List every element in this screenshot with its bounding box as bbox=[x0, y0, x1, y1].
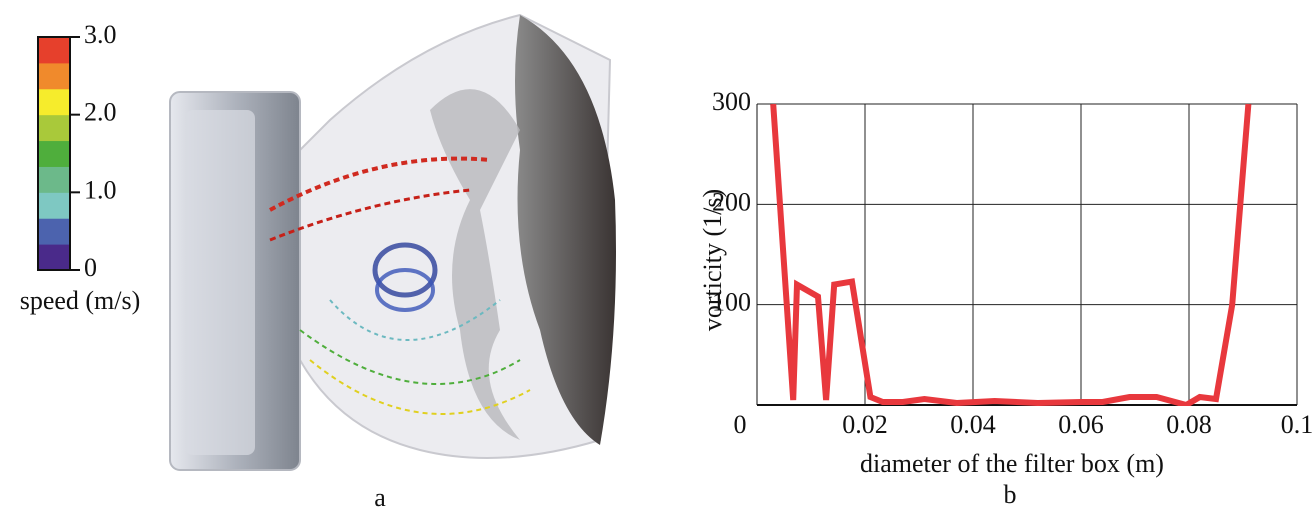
colorbar: 0 1.0 2.0 3.0 speed (m/s) a bbox=[20, 20, 387, 512]
x-tick-label: 0.08 bbox=[1166, 410, 1212, 439]
x-tick-label: 0.1 bbox=[1281, 410, 1314, 439]
color-band bbox=[38, 140, 70, 167]
x-tick-label: 0 bbox=[734, 410, 747, 439]
colorbar-frame bbox=[37, 36, 71, 271]
color-band bbox=[38, 114, 70, 142]
panel-label: a bbox=[374, 483, 386, 512]
y-axis-label: vorticity (1/s) bbox=[698, 189, 727, 331]
x-tick-label: 0.06 bbox=[1058, 410, 1104, 439]
color-band bbox=[38, 37, 70, 64]
y-tick-label: 100 bbox=[712, 288, 751, 317]
data-line bbox=[770, 104, 1252, 406]
y-tick-label: 200 bbox=[712, 187, 751, 216]
colorbar-label: speed (m/s) bbox=[20, 286, 141, 315]
line-chart: 0 0.02 0.04 0.06 0.08 0.1 100 200 300 diameter of… bbox=[698, 87, 1313, 509]
color-band bbox=[38, 192, 70, 219]
colorbar-tick-label: 0 bbox=[84, 253, 97, 282]
y-tick-label: 300 bbox=[712, 87, 751, 116]
colorbar-tick-label: 2.0 bbox=[84, 98, 117, 127]
color-band bbox=[38, 88, 70, 116]
x-tick-label: 0.02 bbox=[842, 410, 888, 439]
color-band bbox=[38, 218, 70, 245]
x-tick-label: 0.04 bbox=[950, 410, 996, 439]
x-axis-label: diameter of the filter box (m) bbox=[860, 449, 1164, 478]
color-band bbox=[38, 244, 70, 271]
color-band bbox=[38, 166, 70, 193]
panel-label: b bbox=[1004, 480, 1017, 509]
color-band bbox=[38, 62, 70, 90]
colorbar-tick-label: 3.0 bbox=[84, 20, 117, 49]
colorbar-tick-label: 1.0 bbox=[84, 175, 117, 204]
flow-rendering bbox=[169, 13, 616, 471]
